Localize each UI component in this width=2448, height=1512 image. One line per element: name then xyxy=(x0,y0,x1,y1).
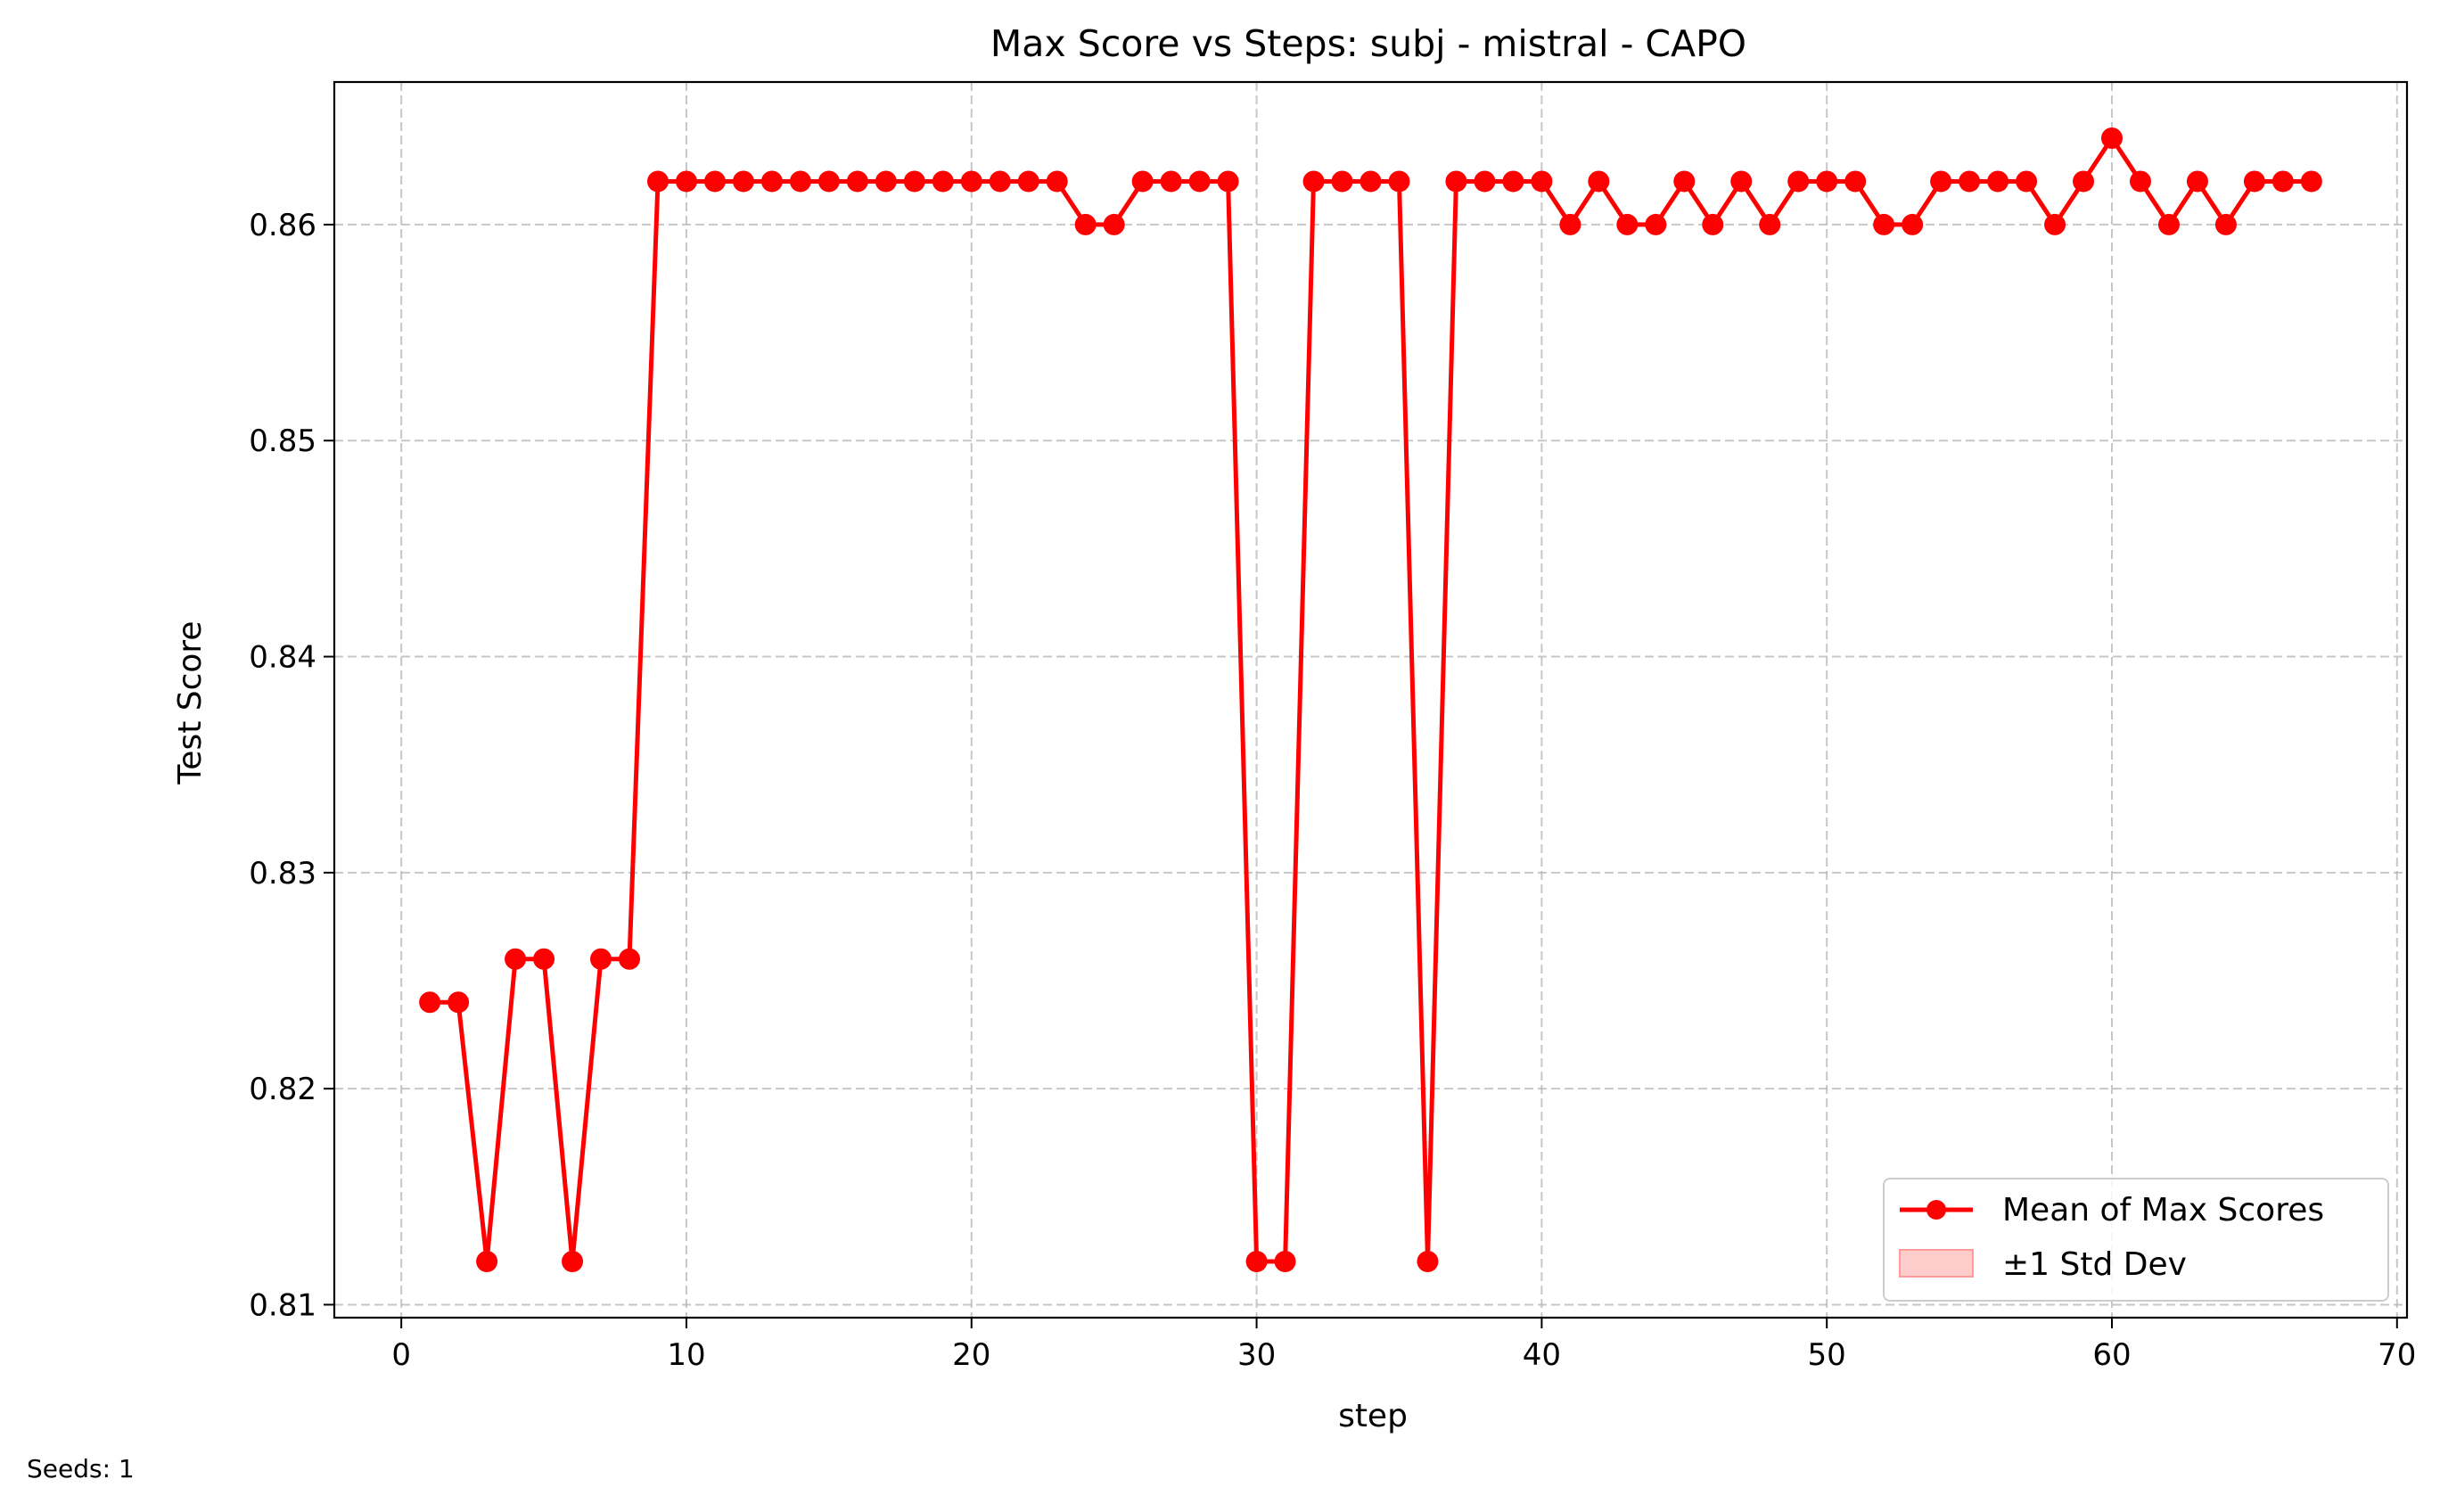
data-point xyxy=(703,170,726,193)
seeds-footnote: Seeds: 1 xyxy=(27,1454,135,1483)
chart-title: Max Score vs Steps: subj - mistral - CAP… xyxy=(990,22,1746,65)
data-point xyxy=(1645,213,1667,235)
data-point xyxy=(1902,213,1924,235)
data-point xyxy=(2186,170,2208,193)
data-point xyxy=(1702,213,1724,235)
data-point xyxy=(505,948,527,970)
data-point xyxy=(1388,170,1410,193)
data-point xyxy=(932,170,954,193)
legend-band-swatch xyxy=(1899,1249,1974,1278)
data-point xyxy=(1302,170,1325,193)
data-point xyxy=(1131,170,1154,193)
data-point xyxy=(1360,170,1382,193)
data-point xyxy=(817,170,840,193)
data-point xyxy=(448,991,470,1014)
legend: Mean of Max Scores ±1 Std Dev xyxy=(1883,1178,2389,1302)
data-point xyxy=(1160,170,1182,193)
data-point xyxy=(1274,1251,1296,1272)
data-point xyxy=(1816,170,1838,193)
data-point xyxy=(2100,127,2123,149)
data-point xyxy=(1531,170,1553,193)
data-point xyxy=(1844,170,1867,193)
data-point xyxy=(960,170,982,193)
x-tick-label: 40 xyxy=(1523,1337,1561,1373)
data-point xyxy=(1673,170,1696,193)
data-point xyxy=(1930,170,1952,193)
data-point xyxy=(989,170,1011,193)
legend-box xyxy=(1883,1178,2389,1302)
y-tick-label: 0.83 xyxy=(249,856,316,892)
data-point xyxy=(1217,170,1239,193)
data-point xyxy=(646,170,669,193)
data-point xyxy=(1873,213,1895,235)
data-point xyxy=(1474,170,1496,193)
data-point xyxy=(1502,170,1524,193)
legend-label-std: ±1 Std Dev xyxy=(2002,1246,2187,1283)
data-point xyxy=(2271,170,2294,193)
x-tick-label: 70 xyxy=(2378,1337,2416,1373)
data-point xyxy=(1445,170,1467,193)
data-point xyxy=(533,948,555,970)
data-point xyxy=(789,170,811,193)
data-point xyxy=(1046,170,1068,193)
y-tick-label: 0.85 xyxy=(249,423,316,459)
data-point xyxy=(1616,213,1639,235)
data-point xyxy=(1559,213,1581,235)
legend-marker-swatch xyxy=(1926,1200,1946,1220)
data-point xyxy=(2157,213,2180,235)
y-tick-label: 0.84 xyxy=(249,640,316,676)
legend-label-mean: Mean of Max Scores xyxy=(2002,1192,2324,1228)
data-point xyxy=(1759,213,1781,235)
data-point xyxy=(1987,170,2009,193)
series-layer xyxy=(419,127,2322,1272)
data-point xyxy=(875,170,897,193)
x-tick-label: 50 xyxy=(1808,1337,1846,1373)
plot-area-frame xyxy=(333,80,2409,1319)
axis-ticks: 0 10 20 30 40 50 60 70 0.81 0.82 0.83 0.84 0.85 0.86 xyxy=(249,208,2416,1373)
data-point xyxy=(2044,213,2066,235)
data-point xyxy=(846,170,868,193)
data-point xyxy=(1188,170,1211,193)
data-point xyxy=(1787,170,1810,193)
data-point xyxy=(590,948,612,970)
data-point xyxy=(732,170,754,193)
data-point xyxy=(2129,170,2151,193)
data-point xyxy=(2016,170,2038,193)
y-tick-label: 0.82 xyxy=(249,1072,316,1107)
x-tick-label: 60 xyxy=(2092,1337,2131,1373)
data-point xyxy=(1331,170,1353,193)
data-point xyxy=(760,170,783,193)
data-point xyxy=(1730,170,1753,193)
data-point xyxy=(903,170,925,193)
data-point xyxy=(1103,213,1125,235)
data-point xyxy=(1245,1251,1268,1272)
data-point xyxy=(1959,170,1981,193)
data-point xyxy=(1074,213,1097,235)
data-point xyxy=(419,991,441,1014)
x-axis-label: step xyxy=(1338,1398,1408,1434)
data-point xyxy=(2214,213,2237,235)
x-tick-label: 0 xyxy=(391,1337,411,1373)
data-point xyxy=(1588,170,1610,193)
y-tick-label: 0.86 xyxy=(249,208,316,243)
data-point xyxy=(675,170,697,193)
data-point xyxy=(2243,170,2265,193)
y-axis-label: Test Score xyxy=(172,620,209,785)
data-point xyxy=(2073,170,2095,193)
data-point xyxy=(1017,170,1039,193)
x-tick-label: 10 xyxy=(667,1337,705,1373)
data-point xyxy=(1417,1251,1439,1272)
x-tick-label: 30 xyxy=(1237,1337,1276,1373)
data-point xyxy=(476,1251,498,1272)
data-point xyxy=(619,948,641,970)
x-tick-label: 20 xyxy=(952,1337,990,1373)
y-tick-label: 0.81 xyxy=(249,1287,316,1323)
data-point xyxy=(562,1251,584,1272)
data-point xyxy=(2300,170,2322,193)
